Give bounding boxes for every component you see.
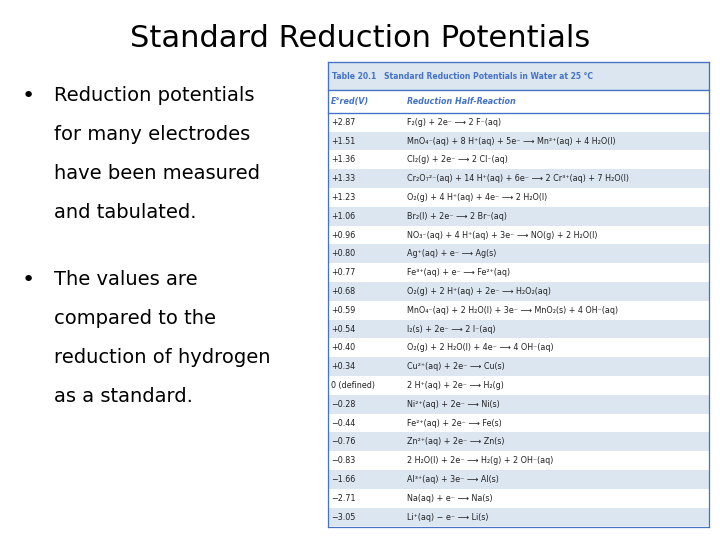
Text: +0.77: +0.77 [331,268,356,277]
Text: +1.06: +1.06 [331,212,356,221]
Text: compared to the: compared to the [54,309,216,328]
Text: 0 (defined): 0 (defined) [331,381,375,390]
Text: The values are: The values are [54,270,197,289]
Text: O₂(g) + 2 H₂O(l) + 4e⁻ ⟶ 4 OH⁻(aq): O₂(g) + 2 H₂O(l) + 4e⁻ ⟶ 4 OH⁻(aq) [407,343,554,353]
Text: −2.71: −2.71 [331,494,356,503]
Text: −0.83: −0.83 [331,456,356,465]
Text: •: • [22,270,35,290]
Text: 2 H₂O(l) + 2e⁻ ⟶ H₂(g) + 2 OH⁻(aq): 2 H₂O(l) + 2e⁻ ⟶ H₂(g) + 2 OH⁻(aq) [407,456,553,465]
Text: MnO₄⁻(aq) + 2 H₂O(l) + 3e⁻ ⟶ MnO₂(s) + 4 OH⁻(aq): MnO₄⁻(aq) + 2 H₂O(l) + 3e⁻ ⟶ MnO₂(s) + 4… [407,306,618,315]
Text: Reduction potentials: Reduction potentials [54,86,254,105]
Text: E°red(V): E°red(V) [331,97,369,106]
Bar [328,282,709,301]
Text: Zn²⁺(aq) + 2e⁻ ⟶ Zn(s): Zn²⁺(aq) + 2e⁻ ⟶ Zn(s) [407,437,504,447]
Bar [328,264,709,282]
Text: +0.34: +0.34 [331,362,356,371]
Bar [328,339,709,357]
Bar [328,207,709,226]
Text: Br₂(l) + 2e⁻ ⟶ 2 Br⁻(aq): Br₂(l) + 2e⁻ ⟶ 2 Br⁻(aq) [407,212,507,221]
Text: −0.28: −0.28 [331,400,356,409]
Bar [328,395,709,414]
Text: Reduction Half-Reaction: Reduction Half-Reaction [407,97,516,106]
Text: Cl₂(g) + 2e⁻ ⟶ 2 Cl⁻(aq): Cl₂(g) + 2e⁻ ⟶ 2 Cl⁻(aq) [407,156,508,164]
Bar [328,226,709,245]
Text: Na(aq) + e⁻ ⟶ Na(s): Na(aq) + e⁻ ⟶ Na(s) [407,494,492,503]
Text: •: • [22,86,35,106]
Bar [328,470,709,489]
Text: Al³⁺(aq) + 3e⁻ ⟶ Al(s): Al³⁺(aq) + 3e⁻ ⟶ Al(s) [407,475,499,484]
Bar [328,451,709,470]
Bar [328,301,709,320]
Text: −1.66: −1.66 [331,475,356,484]
Text: for many electrodes: for many electrodes [54,125,251,144]
Text: −3.05: −3.05 [331,512,356,522]
Text: reduction of hydrogen: reduction of hydrogen [54,348,271,367]
Text: F₂(g) + 2e⁻ ⟶ 2 F⁻(aq): F₂(g) + 2e⁻ ⟶ 2 F⁻(aq) [407,118,501,127]
Text: Fe³⁺(aq) + e⁻ ⟶ Fe²⁺(aq): Fe³⁺(aq) + e⁻ ⟶ Fe²⁺(aq) [407,268,510,277]
Text: NO₃⁻(aq) + 4 H⁺(aq) + 3e⁻ ⟶ NO(g) + 2 H₂O(l): NO₃⁻(aq) + 4 H⁺(aq) + 3e⁻ ⟶ NO(g) + 2 H₂… [407,231,598,240]
Text: +0.59: +0.59 [331,306,356,315]
Text: as a standard.: as a standard. [54,387,193,406]
Bar [328,414,709,433]
Text: O₂(g) + 2 H⁺(aq) + 2e⁻ ⟶ H₂O₂(aq): O₂(g) + 2 H⁺(aq) + 2e⁻ ⟶ H₂O₂(aq) [407,287,551,296]
Bar [328,62,709,90]
Bar [328,376,709,395]
Bar [328,245,709,264]
Text: +0.54: +0.54 [331,325,356,334]
Text: +0.80: +0.80 [331,249,356,258]
Text: I₂(s) + 2e⁻ ⟶ 2 I⁻(aq): I₂(s) + 2e⁻ ⟶ 2 I⁻(aq) [407,325,495,334]
Text: MnO₄⁻(aq) + 8 H⁺(aq) + 5e⁻ ⟶ Mn²⁺(aq) + 4 H₂O(l): MnO₄⁻(aq) + 8 H⁺(aq) + 5e⁻ ⟶ Mn²⁺(aq) + … [407,137,616,146]
Text: Fe²⁺(aq) + 2e⁻ ⟶ Fe(s): Fe²⁺(aq) + 2e⁻ ⟶ Fe(s) [407,418,502,428]
Text: +1.51: +1.51 [331,137,356,146]
Text: Li⁺(aq) − e⁻ ⟶ Li(s): Li⁺(aq) − e⁻ ⟶ Li(s) [407,512,488,522]
Text: Standard Reduction Potentials: Standard Reduction Potentials [130,24,590,53]
Text: −0.44: −0.44 [331,418,356,428]
Text: +0.40: +0.40 [331,343,356,353]
Text: +1.36: +1.36 [331,156,356,164]
Bar [328,489,709,508]
Bar [328,508,709,526]
Bar [328,169,709,188]
Bar [328,113,709,132]
Text: and tabulated.: and tabulated. [54,203,197,222]
Bar [328,357,709,376]
Bar [328,90,709,113]
Bar [328,132,709,151]
Bar [328,151,709,169]
Bar [328,433,709,451]
Text: +0.96: +0.96 [331,231,356,240]
Text: −0.76: −0.76 [331,437,356,447]
Text: Table 20.1   Standard Reduction Potentials in Water at 25 °C: Table 20.1 Standard Reduction Potentials… [332,72,593,80]
Text: +1.33: +1.33 [331,174,356,183]
Text: have been measured: have been measured [54,164,260,183]
Text: +0.68: +0.68 [331,287,356,296]
Text: O₂(g) + 4 H⁺(aq) + 4e⁻ ⟶ 2 H₂O(l): O₂(g) + 4 H⁺(aq) + 4e⁻ ⟶ 2 H₂O(l) [407,193,547,202]
Text: +1.23: +1.23 [331,193,356,202]
Text: Cu²⁺(aq) + 2e⁻ ⟶ Cu(s): Cu²⁺(aq) + 2e⁻ ⟶ Cu(s) [407,362,505,371]
Text: Ag⁺(aq) + e⁻ ⟶ Ag(s): Ag⁺(aq) + e⁻ ⟶ Ag(s) [407,249,496,258]
Text: 2 H⁺(aq) + 2e⁻ ⟶ H₂(g): 2 H⁺(aq) + 2e⁻ ⟶ H₂(g) [407,381,504,390]
Text: Cr₂O₇²⁻(aq) + 14 H⁺(aq) + 6e⁻ ⟶ 2 Cr³⁺(aq) + 7 H₂O(l): Cr₂O₇²⁻(aq) + 14 H⁺(aq) + 6e⁻ ⟶ 2 Cr³⁺(a… [407,174,629,183]
Bar [328,320,709,339]
Bar [328,188,709,207]
Text: +2.87: +2.87 [331,118,356,127]
Text: Ni²⁺(aq) + 2e⁻ ⟶ Ni(s): Ni²⁺(aq) + 2e⁻ ⟶ Ni(s) [407,400,500,409]
